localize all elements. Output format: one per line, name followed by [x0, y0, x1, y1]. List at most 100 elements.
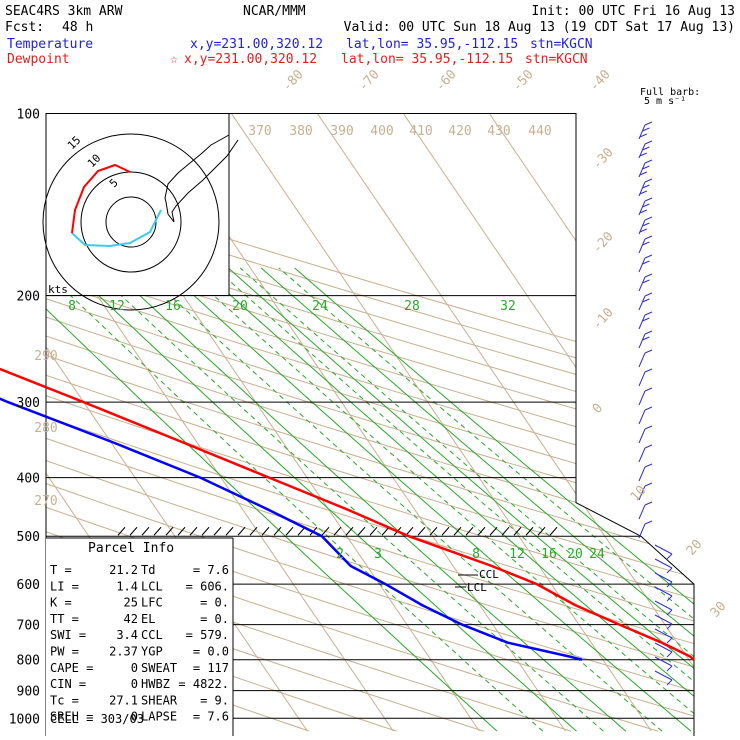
freezing-hash — [333, 526, 342, 536]
wind-barb — [644, 273, 653, 278]
dew-xy: x,y=231.00,320.12 — [184, 52, 317, 67]
wind-barb — [642, 184, 650, 189]
freezing-hash — [213, 526, 222, 536]
freezing-hash — [117, 526, 126, 536]
pressure-label: 600 — [17, 578, 40, 593]
wind-barb — [642, 298, 650, 303]
wind-barb — [654, 628, 673, 639]
wind-barb — [642, 260, 650, 265]
init-time: Init: 00 UTC Fri 16 Aug 13 — [532, 4, 736, 19]
wind-barb — [642, 317, 650, 322]
wind-barb — [644, 178, 653, 183]
wind-barb — [644, 140, 653, 145]
mixing-ratio-line — [260, 267, 694, 732]
parcel-title: Parcel Info — [88, 541, 174, 556]
dew-station: stn=KGCN — [525, 52, 588, 67]
frame-outline — [46, 113, 695, 736]
wind-barb — [654, 600, 673, 611]
mixing-ratio-line — [239, 267, 694, 732]
wind-barb — [654, 656, 673, 667]
wind-barb — [638, 466, 646, 482]
valid-time: Valid: 00 UTC Sun 18 Aug 13 (19 CDT Sat … — [344, 20, 735, 35]
dry-adiabat — [46, 113, 694, 732]
parcel-label: SHEAR — [141, 693, 178, 707]
mixing-ratio-line — [199, 267, 694, 732]
mixing-label: 8 — [68, 299, 76, 314]
parcel-label: LFC — [141, 596, 163, 610]
parcel-value: 0 — [131, 710, 138, 724]
mixing-ratio-line — [163, 267, 692, 732]
mixing-label: 32 — [500, 299, 516, 314]
dewpoint-profile — [0, 397, 583, 661]
freezing-hash — [273, 526, 282, 536]
wind-barb — [638, 447, 646, 463]
freezing-hash — [501, 526, 510, 536]
parcel-label: K = — [50, 596, 72, 610]
mixing-label: 12 — [109, 299, 125, 314]
wind-barb — [654, 544, 673, 555]
parcel-label: CCL — [141, 628, 163, 642]
mixing-ratio-line — [91, 267, 604, 732]
dry-adiabat — [46, 113, 694, 732]
parcel-label: TT = — [50, 612, 79, 626]
parcel-value: = 0. — [200, 596, 229, 610]
mixing-ratio-line — [69, 267, 577, 732]
wind-barb — [644, 482, 653, 487]
dew-latlon: lat,lon= 35.95,-112.15 — [341, 52, 513, 67]
freezing-hash — [477, 526, 486, 536]
wind-barb — [666, 581, 673, 588]
mixing-ratio-line — [214, 267, 694, 732]
wind-barb — [644, 216, 653, 221]
wind-barb — [638, 371, 646, 387]
wind-barb — [654, 558, 673, 569]
mixing-ratio-line — [227, 267, 694, 732]
freezing-hash — [429, 526, 438, 536]
parcel-label: HWBZ — [141, 677, 170, 691]
wind-barb — [642, 336, 650, 341]
hodograph-ring — [42, 133, 220, 311]
wind-barb — [638, 504, 646, 520]
parcel-label: Td — [141, 563, 155, 577]
wind-barb — [638, 409, 646, 425]
freezing-hash — [285, 526, 294, 536]
wind-barb — [638, 314, 646, 330]
freezing-hash — [381, 526, 390, 536]
wind-barb — [666, 651, 673, 658]
parcel-value: = 117 — [193, 661, 229, 675]
wind-barb — [638, 390, 646, 406]
temperature-profile — [0, 367, 695, 661]
mixing-label: 28 — [404, 299, 420, 314]
freezing-hash — [345, 526, 354, 536]
dry-adiabat — [46, 113, 694, 732]
parcel-label: Tc = — [50, 693, 79, 707]
wind-barb — [654, 586, 673, 597]
wind-barb — [638, 523, 646, 539]
freezing-hash — [225, 526, 234, 536]
wind-barb — [642, 146, 650, 151]
wind-barb — [642, 165, 650, 170]
dew-legend-label: Dewpoint — [7, 52, 70, 67]
mixing-label: 20 — [567, 547, 583, 562]
freezing-hash — [261, 526, 270, 536]
lcl-label: LCL — [467, 581, 487, 594]
wind-barb — [654, 642, 673, 653]
theta-label: 380 — [289, 124, 312, 139]
freezing-hash — [537, 526, 546, 536]
parcel-label: LCL — [141, 579, 163, 593]
wind-barb — [638, 295, 646, 311]
freezing-hash — [525, 526, 534, 536]
wind-barb — [666, 595, 673, 602]
wind-barb — [642, 279, 650, 284]
dry-adiabat — [46, 113, 694, 732]
wind-barb — [644, 406, 653, 411]
mixing-label: 2 — [336, 547, 344, 562]
freezing-hash — [441, 526, 450, 536]
parcel-label: SWI = — [50, 628, 86, 642]
mixing-label: 8 — [472, 547, 480, 562]
wind-barb — [644, 501, 653, 506]
parcel-label: CAPE = — [50, 661, 93, 675]
hodograph-ring — [80, 171, 182, 273]
fcst-value: 48 h — [62, 20, 93, 35]
parcel-value: = 9. — [200, 693, 229, 707]
